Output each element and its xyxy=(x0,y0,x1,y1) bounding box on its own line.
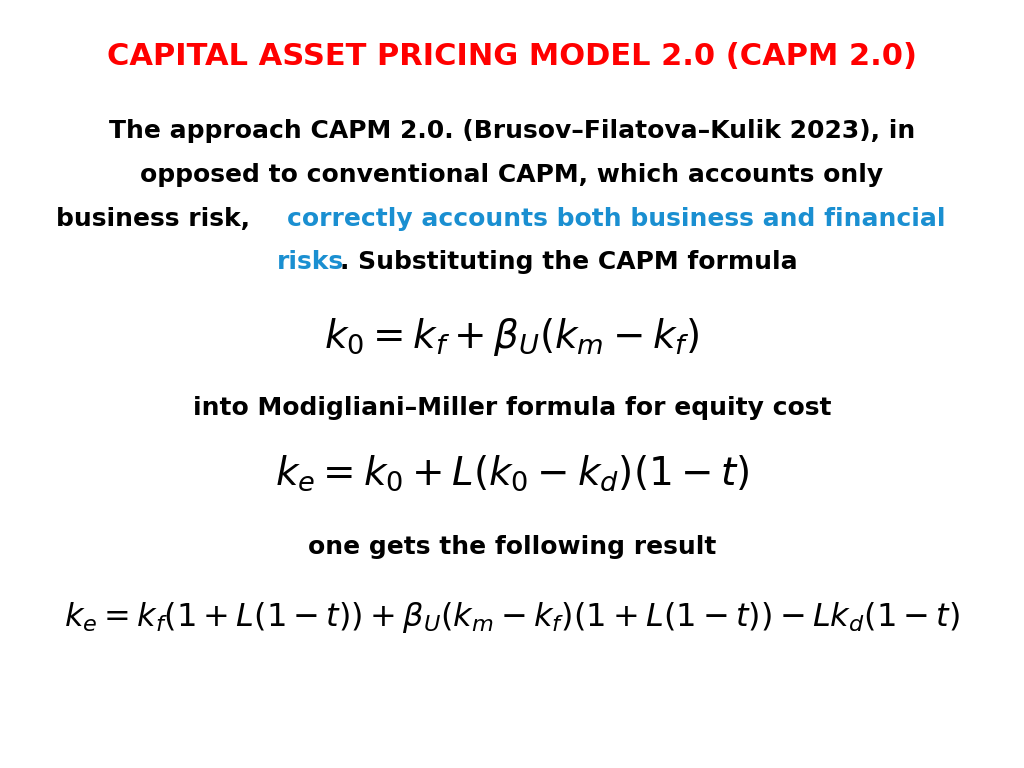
Text: business risk,: business risk, xyxy=(56,207,259,230)
Text: into Modigliani–Miller formula for equity cost: into Modigliani–Miller formula for equit… xyxy=(193,396,831,420)
Text: $k_0 = k_f + \beta_U\left(k_m - k_f\right)$: $k_0 = k_f + \beta_U\left(k_m - k_f\righ… xyxy=(325,316,699,358)
Text: The approach CAPM 2.0. (Brusov–Filatova–Kulik 2023), in: The approach CAPM 2.0. (Brusov–Filatova–… xyxy=(109,119,915,143)
Text: . Substituting the CAPM formula: . Substituting the CAPM formula xyxy=(340,250,798,274)
Text: correctly accounts both business and financial: correctly accounts both business and fin… xyxy=(287,207,945,230)
Text: one gets the following result: one gets the following result xyxy=(308,535,716,558)
Text: opposed to conventional CAPM, which accounts only: opposed to conventional CAPM, which acco… xyxy=(140,163,884,187)
Text: $k_e = k_0 + L\left(k_0 - k_d\right)\left(1-t\right)$: $k_e = k_0 + L\left(k_0 - k_d\right)\lef… xyxy=(274,454,750,494)
Text: CAPITAL ASSET PRICING MODEL 2.0 (CAPM 2.0): CAPITAL ASSET PRICING MODEL 2.0 (CAPM 2.… xyxy=(106,42,918,71)
Text: $k_e = k_f\left(1+L(1-t)\right) + \beta_U\left(k_m - k_f\right)\left(1+L(1-t)\ri: $k_e = k_f\left(1+L(1-t)\right) + \beta_… xyxy=(65,600,959,635)
Text: risks: risks xyxy=(276,250,344,274)
